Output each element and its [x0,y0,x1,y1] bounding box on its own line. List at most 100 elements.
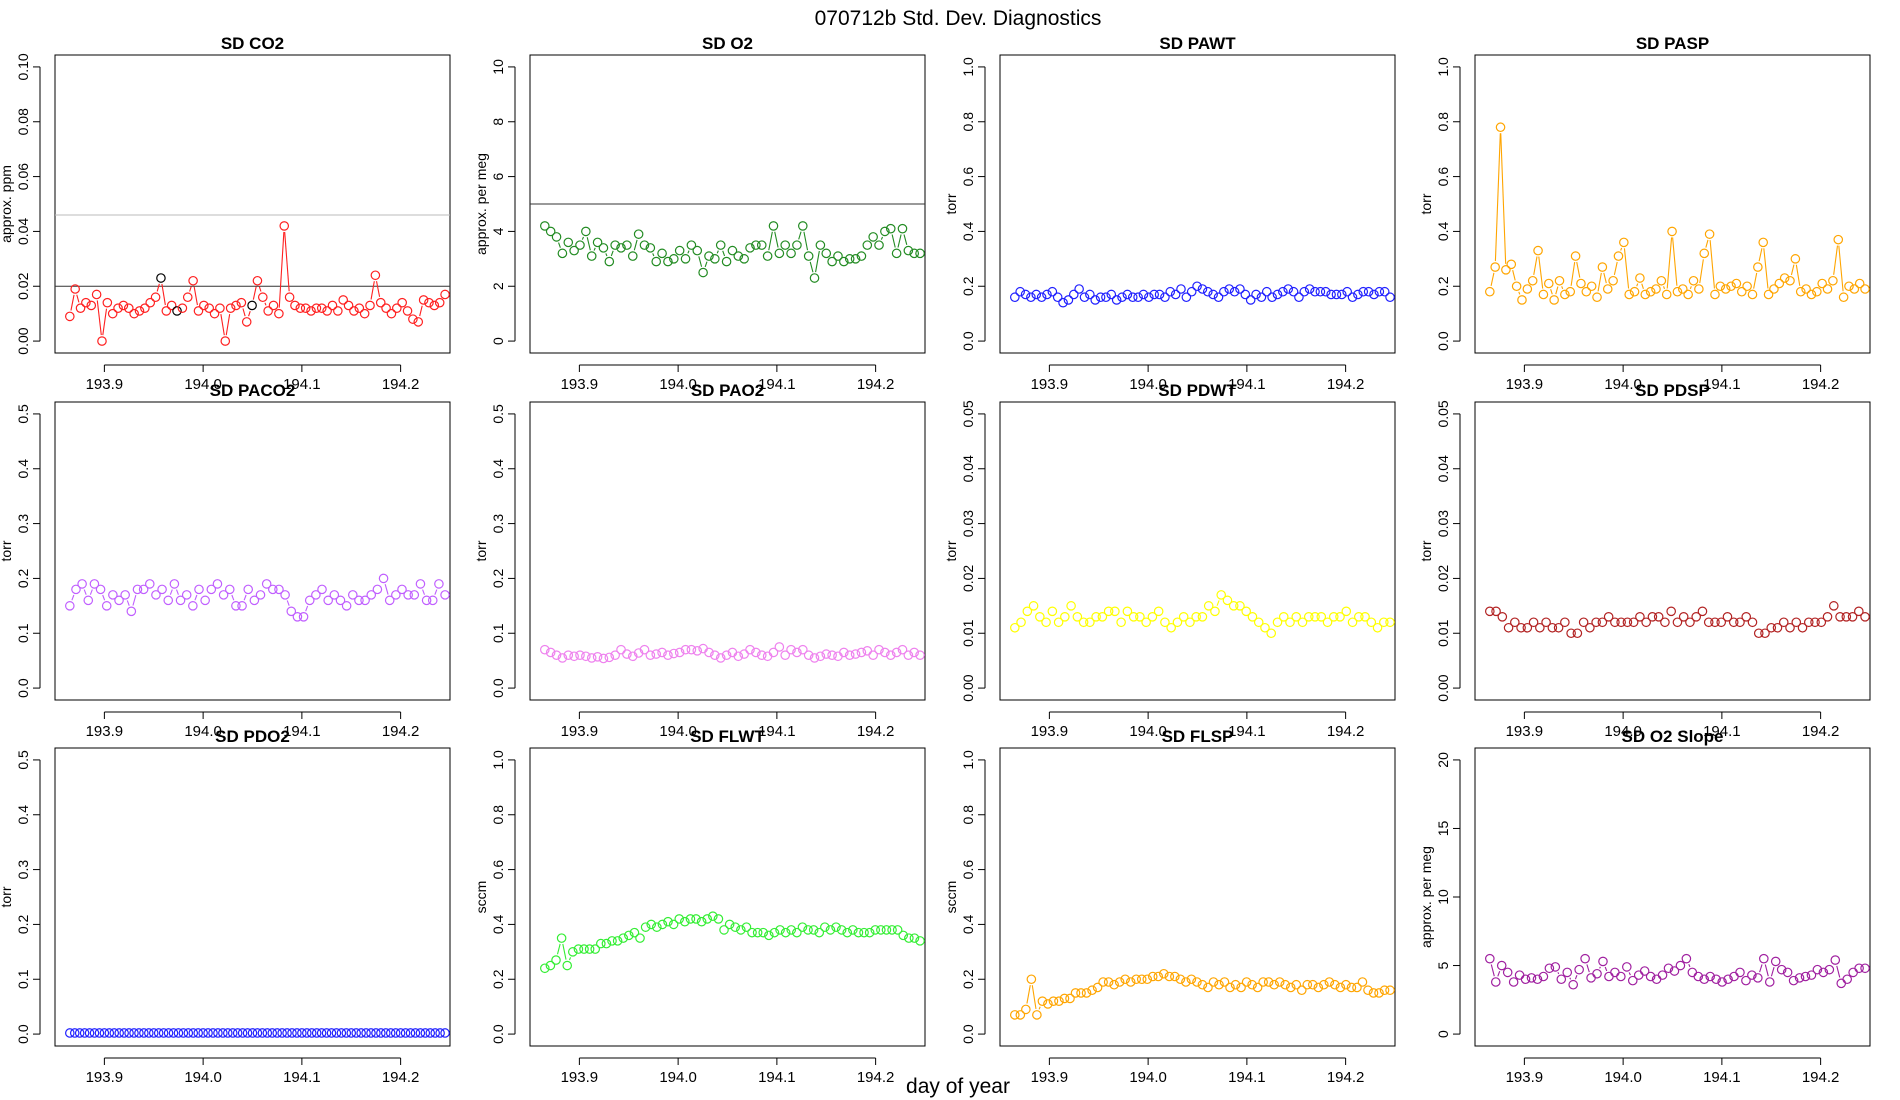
data-point [764,930,774,941]
series-segment [83,589,87,595]
y-tick-label: 0.8 [960,805,976,825]
series-segment [1550,289,1553,295]
data-point [1315,286,1326,297]
data-point [1022,606,1033,617]
data-point [1353,611,1364,622]
data-point [134,306,145,316]
series-segment [243,594,247,601]
data-point [421,595,432,606]
data-point [1065,993,1075,1004]
y-tick-label: 0.8 [960,112,976,132]
data-point [1581,286,1592,297]
y-axis-label: torr [473,540,489,561]
data-point [360,595,370,606]
data-point [83,595,94,606]
series-segment [1628,972,1631,976]
y-axis-label: torr [1418,540,1434,561]
data-point [1770,956,1781,967]
data-point [821,649,832,659]
panel-title: SD PDWT [1158,381,1237,400]
data-point [1297,617,1308,628]
data-point [1766,622,1777,633]
data-point [231,601,241,611]
data-point [277,1028,287,1038]
data-point [1081,988,1092,998]
data-point [1800,971,1811,982]
y-axis-label: approx. ppm [0,165,14,243]
data-point [786,644,796,655]
x-tick-label: 194.1 [758,723,796,740]
data-point [640,922,651,932]
data-point [668,919,679,930]
data-point [1704,229,1715,239]
data-point [150,292,161,303]
data-point [1258,977,1268,987]
data-point [702,914,713,924]
series-segment [1770,967,1775,977]
data-point [1191,611,1201,622]
panel-title: SD PACO2 [210,381,296,400]
data-point [698,267,708,278]
x-tick-label: 194.2 [1327,723,1365,740]
y-tick-label: 0.4 [490,914,506,934]
data-point [758,927,769,938]
data-point [903,650,914,660]
data-point [1372,622,1383,633]
data-point [904,933,914,943]
data-point [1687,967,1698,978]
data-point [575,240,585,250]
data-point [627,251,638,261]
data-point [1699,974,1710,985]
data-point [1669,966,1680,976]
data-point [224,584,235,595]
data-point [1053,617,1064,628]
series-segment [305,605,309,612]
data-point [124,1028,134,1038]
data-point [870,925,881,935]
data-point [71,584,81,595]
data-point [338,295,349,305]
data-point [1549,295,1559,305]
data-point [909,933,920,943]
data-point [1374,286,1385,297]
data-point [327,300,338,311]
data-point [1342,286,1352,297]
data-point [885,223,896,234]
data-point [1747,970,1757,980]
data-point [1791,617,1802,628]
data-point [65,601,75,611]
data-point [409,590,420,600]
x-tick-label: 194.0 [184,376,222,393]
series-segment [193,286,198,306]
y-tick-label: 0.2 [490,969,506,989]
data-point [1699,248,1710,259]
series-segment [903,234,908,245]
series-segment [1494,133,1501,262]
data-point [366,1028,376,1038]
data-point [1651,284,1661,294]
data-point [821,248,832,259]
data-point [1663,963,1674,974]
data-point [1360,611,1370,622]
series-segment [71,594,75,601]
data-point [354,595,364,606]
data-point [1241,977,1252,987]
x-tick-label: 194.0 [1604,723,1642,740]
data-point [1330,979,1340,990]
data-point [161,306,172,316]
data-point [386,308,397,319]
series-segment [556,943,561,955]
data-point [1653,611,1664,622]
data-point [881,925,892,935]
data-point [304,595,315,606]
data-point [1597,617,1608,628]
data-point [1616,617,1626,628]
data-point [719,925,729,935]
y-tick-label: 0.5 [15,404,31,424]
x-tick-label: 194.1 [1228,376,1266,393]
data-point [1817,278,1827,289]
data-point [1202,286,1213,297]
data-point [163,595,174,606]
panel-sd-pasp: SD PASP 0.0 0.2 0.4 0.6 0.8 1.0 torr 193.9 194.0 1… [1418,34,1871,393]
data-point [204,303,214,313]
